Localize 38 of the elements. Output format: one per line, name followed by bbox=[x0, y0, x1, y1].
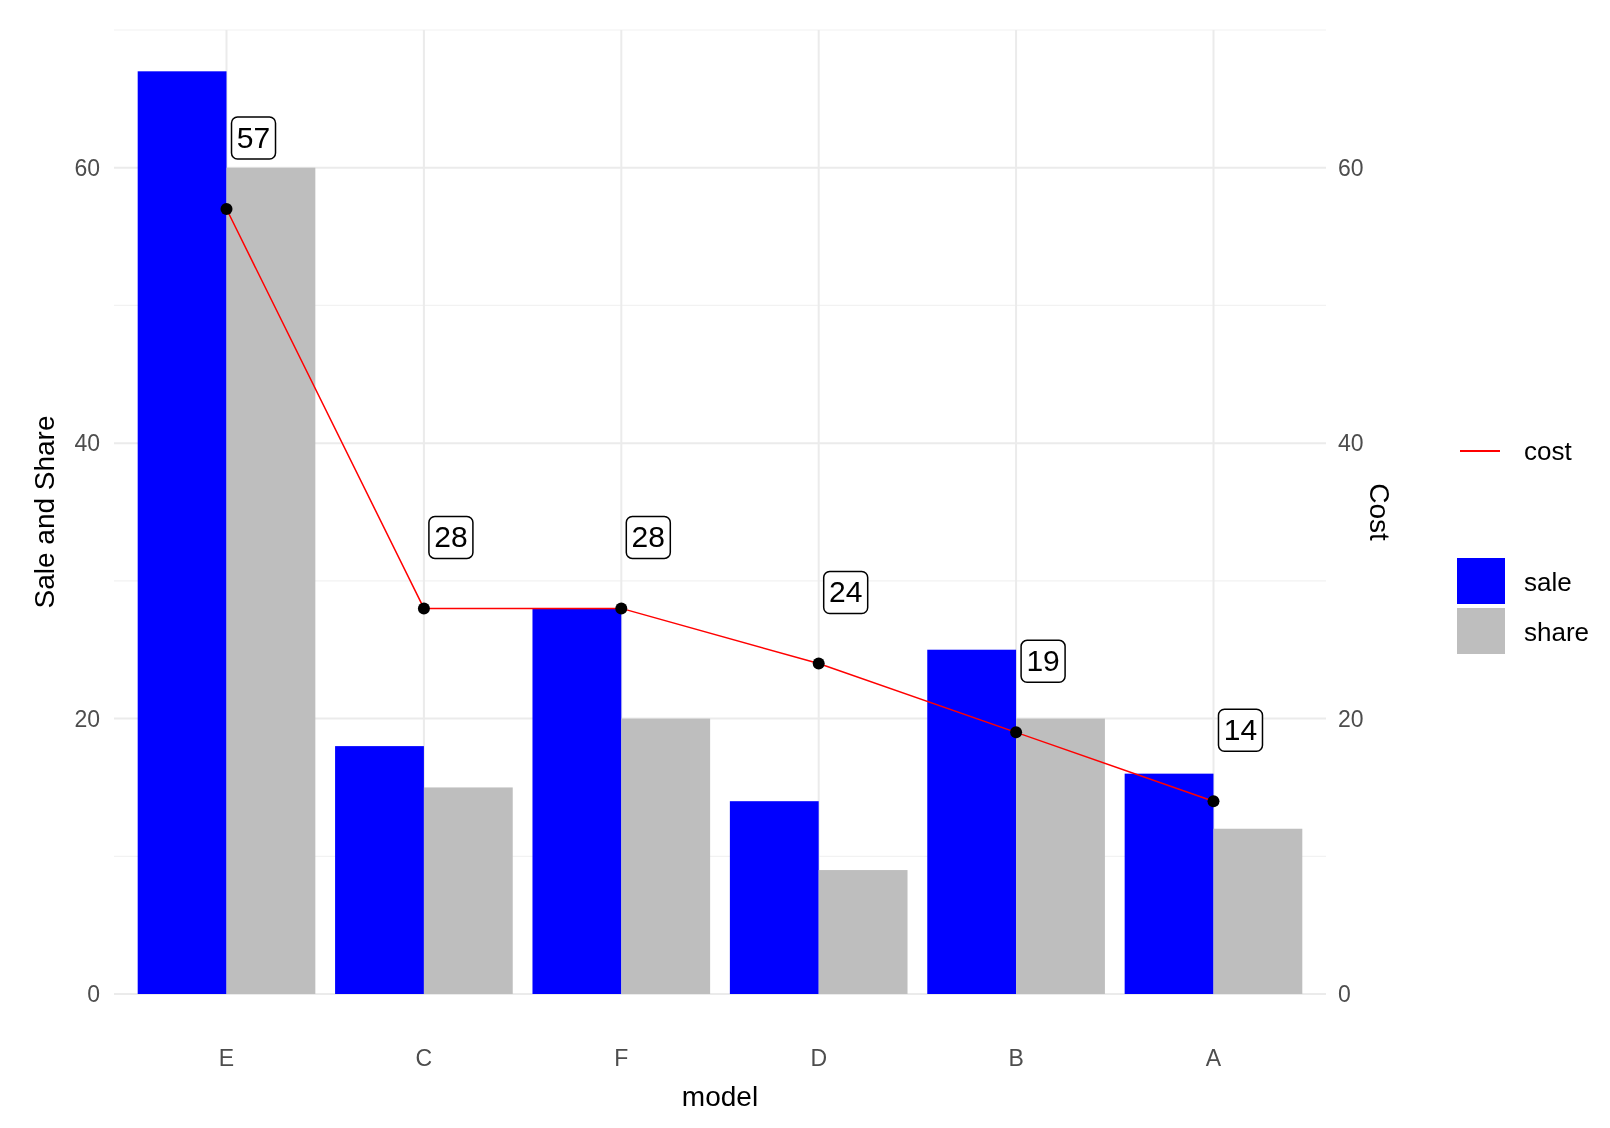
y-axis-title: Sale and Share bbox=[29, 415, 60, 609]
bar bbox=[1124, 773, 1214, 994]
x-axis-title: model bbox=[681, 1081, 759, 1112]
y-tick-label: 60 bbox=[74, 154, 100, 181]
data-label: 24 bbox=[829, 575, 863, 609]
x-tick-label: D bbox=[810, 1045, 828, 1071]
x-tick-label: C bbox=[415, 1045, 433, 1071]
bar bbox=[226, 167, 316, 994]
bar bbox=[729, 801, 819, 994]
bar bbox=[1016, 718, 1105, 994]
bar bbox=[818, 870, 908, 994]
y-tick-label: 0 bbox=[87, 981, 100, 1007]
bar bbox=[621, 718, 711, 994]
x-tick-label: F bbox=[614, 1045, 629, 1071]
data-label: 14 bbox=[1223, 713, 1258, 747]
x-tick-label: E bbox=[218, 1045, 235, 1071]
bar bbox=[137, 71, 227, 994]
y2-tick-label: 0 bbox=[1338, 981, 1351, 1007]
y2-tick-label: 20 bbox=[1338, 705, 1364, 732]
y2-axis-title: Cost bbox=[1364, 483, 1395, 541]
y-tick-label: 20 bbox=[74, 705, 100, 732]
data-label: 19 bbox=[1026, 644, 1060, 678]
data-label: 28 bbox=[631, 520, 665, 554]
bar bbox=[423, 787, 513, 994]
y2-tick-label: 40 bbox=[1338, 430, 1364, 457]
legend-label: share bbox=[1524, 617, 1590, 647]
data-label: 57 bbox=[236, 121, 271, 155]
bar bbox=[532, 608, 622, 994]
data-label: 28 bbox=[434, 520, 468, 554]
y-tick-label: 40 bbox=[74, 430, 100, 457]
bar bbox=[927, 649, 1017, 994]
legend-label: cost bbox=[1524, 436, 1573, 466]
bar bbox=[1213, 828, 1303, 994]
y2-tick-label: 60 bbox=[1338, 154, 1364, 181]
bar bbox=[335, 746, 424, 994]
x-tick-label: B bbox=[1008, 1045, 1024, 1071]
legend-label: sale bbox=[1524, 567, 1572, 597]
x-tick-label: A bbox=[1205, 1045, 1222, 1071]
